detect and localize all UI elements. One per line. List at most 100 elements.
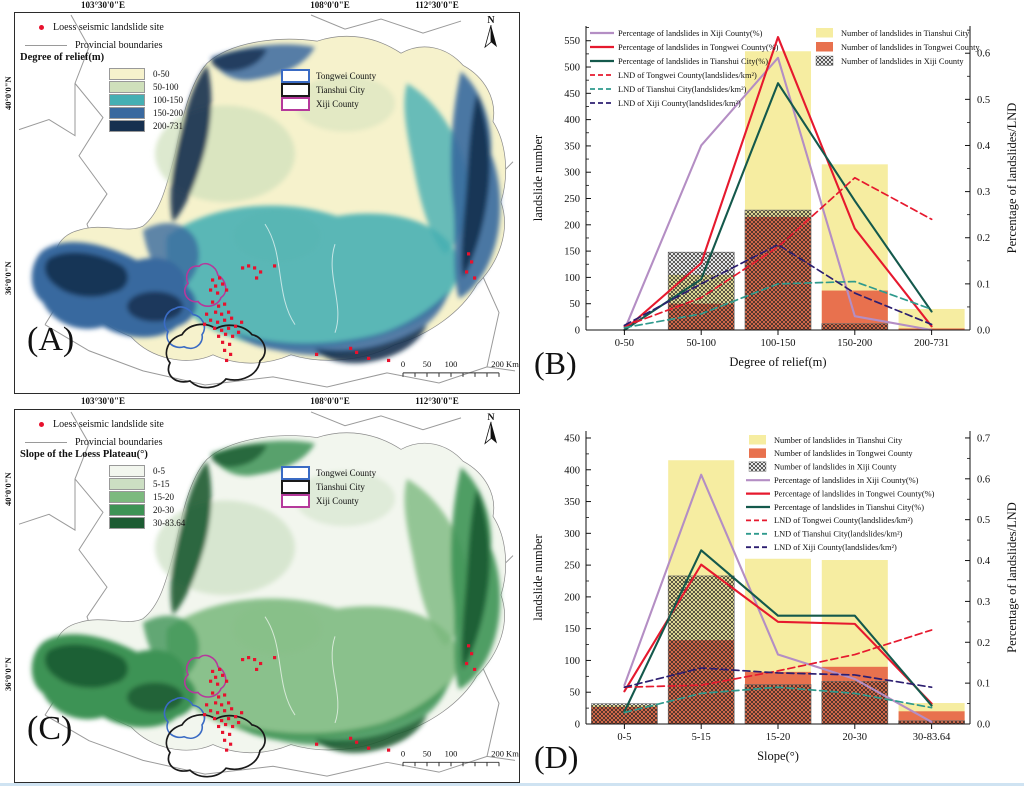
outline-row: Tongwei County <box>281 69 376 83</box>
svg-text:Number of landslides in Tongwe: Number of landslides in Tongwei County <box>841 43 980 52</box>
svg-text:Number of landslides in Xiji C: Number of landslides in Xiji County <box>841 57 964 66</box>
svg-text:Number of landslides in Tiansh: Number of landslides in Tianshui City <box>841 29 970 38</box>
lines-group <box>623 36 933 332</box>
svg-text:50: 50 <box>570 299 581 310</box>
ramp-swatch <box>109 68 145 80</box>
landslide-sites <box>203 644 477 752</box>
ramp-swatch <box>109 94 145 106</box>
svg-text:0.0: 0.0 <box>977 720 990 731</box>
svg-text:LND of Tongwei County(landslid: LND of Tongwei County(landslides/km²) <box>618 71 757 80</box>
svg-text:0: 0 <box>401 748 405 758</box>
relief-patches <box>31 440 501 753</box>
north-arrow-icon: N <box>484 412 497 445</box>
legend-label: Provincial boundaries <box>75 437 163 448</box>
lat-label: 40°0'0"N <box>3 472 13 506</box>
svg-text:100-150: 100-150 <box>761 338 796 349</box>
svg-text:20-30: 20-30 <box>843 732 868 743</box>
outline-row: Xiji County <box>281 494 359 508</box>
map-panel-a: 103°30'0"E 108°0'0"E 112°30'0"E 40°0'0"N… <box>0 0 524 398</box>
ramp-swatch <box>109 491 145 503</box>
site-dot-icon <box>39 422 44 427</box>
xiji-county-outline <box>183 654 227 698</box>
outline-row: Tianshui City <box>281 480 365 494</box>
outline-swatch <box>281 480 310 494</box>
svg-text:LND of Tianshui City(landslide: LND of Tianshui City(landslides/km²) <box>618 85 747 94</box>
xiji-county-outline <box>183 262 227 307</box>
svg-text:350: 350 <box>564 497 580 508</box>
map-svg: N 0 50 100 200 Km <box>18 411 519 778</box>
outline-row: Xiji County <box>281 97 359 111</box>
svg-text:350: 350 <box>564 141 580 152</box>
svg-text:250: 250 <box>564 194 580 205</box>
svg-text:Percentage of landslides in To: Percentage of landslides in Tongwei Coun… <box>774 489 935 498</box>
lat-label: 40°0'0"N <box>3 76 13 110</box>
svg-text:450: 450 <box>564 433 580 444</box>
svg-text:200-731: 200-731 <box>914 338 949 349</box>
svg-text:0.2: 0.2 <box>977 638 990 649</box>
svg-text:50: 50 <box>570 688 581 699</box>
svg-text:150-200: 150-200 <box>837 338 872 349</box>
bars-group <box>591 460 965 725</box>
outline-swatch <box>281 494 310 508</box>
svg-text:Number of landslides in Xiji C: Number of landslides in Xiji County <box>774 463 897 472</box>
outline-label: Xiji County <box>316 496 359 506</box>
svg-text:landslide number: landslide number <box>531 134 545 221</box>
map-panel-c: 103°30'0"E 108°0'0"E 112°30'0"E 40°0'0"N… <box>0 396 524 786</box>
svg-text:Percentage of landslides/LND: Percentage of landslides/LND <box>1005 103 1019 254</box>
svg-text:0: 0 <box>575 326 580 337</box>
lat-label: 36°0'0"N <box>3 657 13 691</box>
rivers <box>264 223 339 333</box>
svg-text:Percentage of landslides in Xi: Percentage of landslides in Xiji County(… <box>618 29 763 38</box>
svg-text:5-15: 5-15 <box>692 732 711 743</box>
ramp-swatch <box>109 81 145 93</box>
svg-text:200: 200 <box>564 592 580 603</box>
svg-text:30-83.64: 30-83.64 <box>913 732 951 743</box>
lon-label: 103°30'0"E <box>80 396 126 406</box>
svg-text:0.4: 0.4 <box>977 556 991 567</box>
svg-text:50: 50 <box>423 359 431 369</box>
outline-label: Tongwei County <box>316 468 377 478</box>
svg-text:15-20: 15-20 <box>766 732 791 743</box>
svg-text:250: 250 <box>564 561 580 572</box>
svg-text:50-100: 50-100 <box>686 338 716 349</box>
chart-panel-d: 0 50 100 150 200 250 300 350 400 450 0.0 0.1 0.2 0.3 0… <box>524 398 1024 786</box>
map-a-canvas: N 0 50 100 200 Km <box>15 13 519 393</box>
map-c-canvas: N 0 50 100 200 Km <box>15 410 519 782</box>
ramp-row: 100-150 <box>109 94 183 106</box>
map-c-frame: N 0 50 100 200 Km Loess seismic landslide si… <box>14 409 520 783</box>
lines-group <box>623 473 933 724</box>
chart-d-mount: 0 50 100 150 200 250 300 350 400 450 0.0 0.1 0.2 0.3 0… <box>524 398 1024 786</box>
ramp-label: 30-83.64 <box>153 518 186 528</box>
axes <box>585 26 971 335</box>
legend-site-row: Loess seismic landslide site <box>39 419 164 430</box>
scale-bar <box>402 761 500 767</box>
svg-text:Number of landslides in Tongwe: Number of landslides in Tongwei County <box>774 449 913 458</box>
map-svg: N 0 50 100 200 Km <box>18 14 519 389</box>
chart-svg-D: 0 50 100 150 200 250 300 350 400 450 0.0 0.1 0.2 0.3 0… <box>531 431 1019 775</box>
svg-text:Slope(°): Slope(°) <box>757 749 799 763</box>
svg-text:Degree of relief(m): Degree of relief(m) <box>729 355 826 369</box>
svg-text:N: N <box>487 412 495 423</box>
outline-row: Tianshui City <box>281 83 365 97</box>
svg-text:0.5: 0.5 <box>977 95 990 106</box>
svg-text:0-5: 0-5 <box>617 732 631 743</box>
lat-label: 36°0'0"N <box>3 261 13 295</box>
boundary-line-icon <box>25 442 67 443</box>
lon-label: 112°30'0"E <box>415 396 459 406</box>
svg-text:200 Km: 200 Km <box>491 359 519 369</box>
lon-label: 112°30'0"E <box>415 0 459 10</box>
legend-boundary-row: Provincial boundaries <box>25 40 162 51</box>
svg-text:400: 400 <box>564 465 580 476</box>
svg-text:LND of Xiji County(landslides/: LND of Xiji County(landslides/km²) <box>618 99 741 108</box>
ramp-label: 50-100 <box>153 82 179 92</box>
map-a-frame: N 0 50 100 200 Km Loess seismic landslide si… <box>14 12 520 394</box>
site-dot-icon <box>39 25 44 30</box>
legend-label: Loess seismic landslide site <box>53 419 164 430</box>
ramp-row: 20-30 <box>109 504 174 516</box>
svg-text:N: N <box>487 15 495 26</box>
ramp-row: 0-5 <box>109 465 165 477</box>
outline-row: Tongwei County <box>281 466 376 480</box>
ramp-row: 30-83.64 <box>109 517 185 529</box>
svg-text:0.7: 0.7 <box>977 433 990 444</box>
chart-svg-B: 0 50 100 150 200 250 300 350 400 450 500 550 0.0 0.1 0… <box>531 26 1019 381</box>
